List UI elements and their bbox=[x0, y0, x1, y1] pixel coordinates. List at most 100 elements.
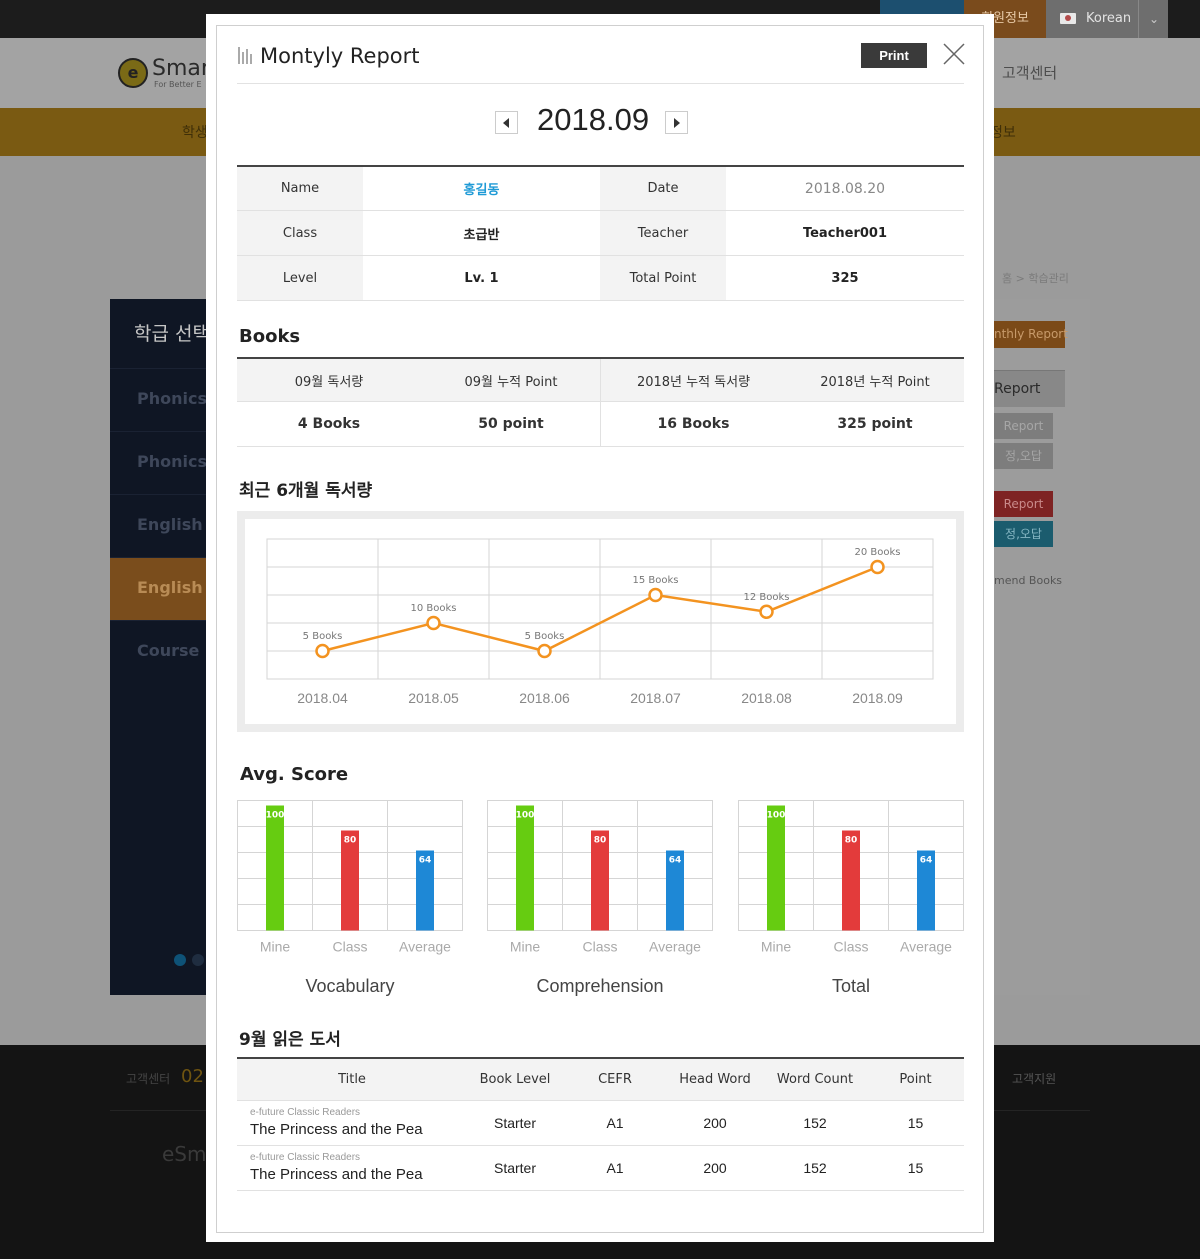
x-tick-label: Class bbox=[332, 939, 367, 955]
score-bar bbox=[591, 830, 609, 931]
teacher-label: Teacher bbox=[600, 211, 726, 255]
table-row: e-future Classic Readers The Princess an… bbox=[237, 1146, 964, 1191]
bar-value-label: 64 bbox=[419, 856, 432, 866]
name-label: Name bbox=[237, 167, 363, 210]
language-select[interactable]: Korean ⌄ bbox=[1046, 0, 1168, 38]
bar-value-label: 64 bbox=[669, 856, 682, 866]
total-point-label: Total Point bbox=[600, 256, 726, 300]
book-level: Starter bbox=[493, 1160, 536, 1176]
data-point bbox=[870, 559, 885, 575]
recommend-books-link[interactable]: mend Books bbox=[994, 574, 1063, 587]
book-cefr: A1 bbox=[606, 1160, 624, 1176]
report-button-1[interactable]: Report bbox=[994, 413, 1053, 439]
table-row: e-future Classic Readers The Princess an… bbox=[237, 1101, 964, 1146]
x-tick-label: 2018.06 bbox=[519, 690, 570, 706]
book-title-cell: e-future Classic Readers The Princess an… bbox=[250, 1106, 465, 1140]
info-row-class: Class 초급반 Teacher Teacher001 bbox=[237, 211, 964, 256]
book-word-count: 152 bbox=[803, 1160, 827, 1176]
data-label: 5 Books bbox=[303, 631, 343, 642]
sidebar-item-english-b[interactable]: English B bbox=[110, 557, 220, 620]
footer-brand: eSm bbox=[162, 1142, 207, 1166]
sidebar-item-phonics-b[interactable]: Phonics B bbox=[110, 431, 225, 494]
column-divider bbox=[600, 402, 601, 446]
books-section-title: Books bbox=[239, 326, 301, 347]
avg-score-title: Avg. Score bbox=[240, 764, 349, 785]
answer-button-1[interactable]: 정,오답 bbox=[994, 443, 1053, 469]
report-tab[interactable]: Report bbox=[994, 370, 1065, 407]
korea-flag-icon bbox=[1060, 13, 1076, 24]
teacher-value: Teacher001 bbox=[802, 225, 888, 241]
x-tick-label: Class bbox=[582, 939, 617, 955]
level-label: Level bbox=[237, 256, 363, 300]
book-title: The Princess and the Pea bbox=[250, 1121, 423, 1138]
sidebar-title: 학급 선택 bbox=[134, 323, 210, 345]
data-label: 5 Books bbox=[525, 631, 565, 642]
level-value: Lv. 1 bbox=[464, 270, 499, 286]
comprehension-bar-chart: 100 Mine 80 Class 64 Average bbox=[487, 800, 713, 955]
books-value-cell: 16 Books bbox=[657, 416, 730, 432]
footer-cs-label: 고객센터 bbox=[126, 1072, 171, 1086]
data-label: 15 Books bbox=[632, 575, 678, 586]
report-button-2[interactable]: Report bbox=[994, 491, 1053, 517]
reading-chart-inner: 5 Books 2018.04 10 Books 2018.05 5 Books 2018… bbox=[245, 519, 956, 724]
sidebar-item-phonics-a[interactable]: Phonics A bbox=[110, 368, 225, 431]
books-value-cell: 50 point bbox=[478, 416, 544, 432]
caret-right-icon[interactable] bbox=[665, 111, 688, 134]
x-tick-label: Mine bbox=[510, 939, 541, 955]
nav-item-info[interactable]: 정보 bbox=[990, 125, 1016, 141]
sidebar-item-label: Phonics A bbox=[137, 389, 225, 408]
sidebar-item-english-a[interactable]: English A bbox=[110, 494, 221, 557]
score-bar bbox=[842, 830, 860, 931]
x-tick-label: Average bbox=[399, 939, 451, 955]
bar-chart-icon bbox=[238, 47, 254, 64]
column-divider bbox=[600, 359, 601, 401]
class-value: 초급반 bbox=[463, 227, 500, 243]
close-icon[interactable] bbox=[943, 43, 965, 65]
data-label: 20 Books bbox=[854, 547, 900, 558]
books-header-cell: 2018년 누적 독서량 bbox=[636, 374, 751, 390]
books-summary-table: 09월 독서량 09월 누적 Point 2018년 누적 독서량 2018년 … bbox=[237, 357, 964, 447]
chart-category-title: Total bbox=[831, 976, 871, 996]
vocabulary-bar-chart: 100 Mine 80 Class 64 Average bbox=[237, 800, 463, 955]
reading-chart-box: 5 Books 2018.04 10 Books 2018.05 5 Books 2018… bbox=[237, 511, 964, 732]
data-label: 10 Books bbox=[410, 603, 456, 614]
nav-item-student[interactable]: 학생 bbox=[182, 125, 208, 141]
pager-dot-active[interactable] bbox=[174, 954, 186, 966]
books-value-row: 4 Books 50 point 16 Books 325 point bbox=[237, 402, 964, 447]
footer-support-link[interactable]: 고객지원 bbox=[1012, 1072, 1057, 1086]
breadcrumb: 홈 > 학습관리 bbox=[1002, 272, 1069, 285]
book-title-cell: e-future Classic Readers The Princess an… bbox=[250, 1151, 465, 1185]
date-value: 2018.08.20 bbox=[804, 180, 886, 197]
header-customer-center[interactable]: 고객센터 bbox=[1002, 64, 1058, 82]
x-tick-label: Mine bbox=[260, 939, 291, 955]
sidebar-item-course-b[interactable]: Course B bbox=[110, 620, 217, 683]
reading-line-chart: 5 Books 2018.04 10 Books 2018.05 5 Books 2018… bbox=[266, 538, 934, 706]
score-bar bbox=[266, 805, 284, 931]
caret-left-icon[interactable] bbox=[495, 111, 518, 134]
bar-value-label: 100 bbox=[266, 811, 285, 821]
score-bar bbox=[917, 850, 935, 931]
pager-dot[interactable] bbox=[192, 954, 204, 966]
monthly-report-button-bg[interactable]: nthly Report bbox=[994, 321, 1068, 348]
chart-category-title: Comprehension bbox=[536, 976, 664, 996]
sidebar-pager bbox=[174, 951, 210, 970]
books-header-cell: 2018년 누적 Point bbox=[820, 374, 930, 390]
modal-title-text: Montyly Report bbox=[260, 44, 420, 68]
x-tick-label: Average bbox=[649, 939, 701, 955]
sidebar-item-label: Course B bbox=[137, 641, 218, 660]
data-point bbox=[648, 587, 663, 603]
data-point bbox=[426, 615, 441, 631]
data-point bbox=[759, 604, 774, 620]
title-divider bbox=[237, 83, 964, 84]
x-tick-label: 2018.04 bbox=[297, 690, 348, 706]
print-button[interactable]: Print bbox=[861, 43, 927, 68]
sidebar-item-label: English B bbox=[137, 578, 221, 597]
reading-section-title: 최근 6개월 독서량 bbox=[239, 481, 373, 501]
score-bar bbox=[767, 805, 785, 931]
book-series: e-future Classic Readers bbox=[250, 1107, 361, 1118]
answer-button-2[interactable]: 정,오답 bbox=[994, 521, 1053, 547]
x-tick-label: 2018.07 bbox=[630, 690, 681, 706]
language-label: Korean bbox=[1086, 11, 1132, 26]
bar-value-label: 80 bbox=[845, 836, 858, 846]
total-point-value: 325 bbox=[831, 270, 859, 286]
